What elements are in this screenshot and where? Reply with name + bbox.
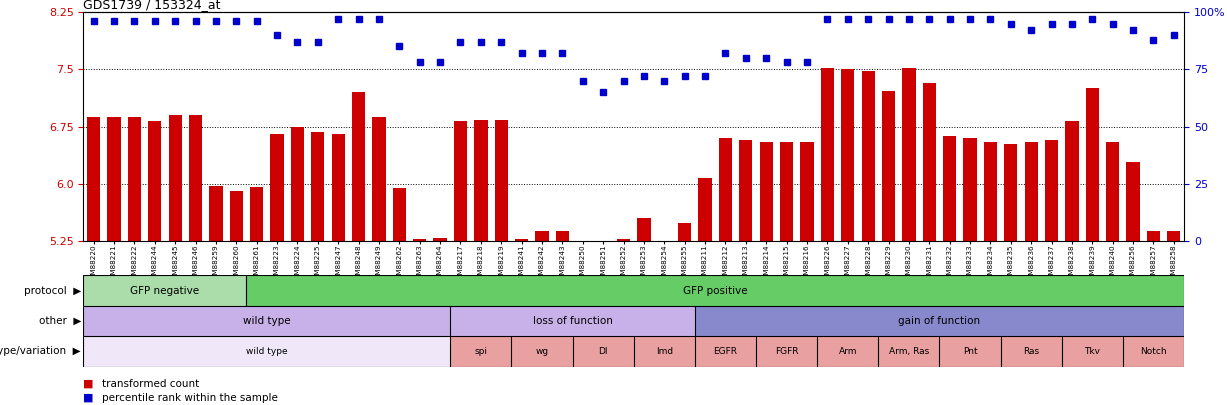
Text: other  ▶: other ▶	[38, 316, 81, 326]
Text: Dl: Dl	[599, 347, 607, 356]
Bar	[1045, 140, 1058, 241]
Bar	[247, 275, 1184, 306]
Bar	[1106, 142, 1119, 241]
Text: Pnt: Pnt	[963, 347, 978, 356]
Bar	[944, 136, 956, 241]
Bar	[817, 336, 879, 367]
Bar	[923, 83, 936, 241]
Bar	[861, 71, 875, 241]
Text: loss of function: loss of function	[533, 316, 612, 326]
Bar	[87, 117, 101, 241]
Bar	[229, 191, 243, 241]
Bar	[879, 336, 940, 367]
Bar	[270, 134, 283, 241]
Bar	[739, 140, 752, 241]
Text: wild type: wild type	[247, 347, 287, 356]
Bar	[821, 68, 834, 241]
Text: ■: ■	[83, 379, 94, 389]
Bar	[413, 239, 426, 241]
Text: genotype/variation  ▶: genotype/variation ▶	[0, 346, 81, 356]
Bar	[189, 115, 202, 241]
Text: Ras: Ras	[1023, 347, 1039, 356]
Bar	[515, 239, 529, 241]
Bar	[475, 120, 487, 241]
Bar	[882, 91, 896, 241]
Text: Arm: Arm	[838, 347, 856, 356]
Bar	[454, 121, 467, 241]
Text: GFP negative: GFP negative	[130, 286, 200, 296]
Bar	[250, 187, 264, 241]
Bar	[1001, 336, 1061, 367]
Text: spi: spi	[475, 347, 487, 356]
Bar	[780, 142, 793, 241]
Bar	[128, 117, 141, 241]
Bar	[372, 117, 385, 241]
Bar	[494, 120, 508, 241]
Text: Arm, Ras: Arm, Ras	[888, 347, 929, 356]
Bar	[1065, 121, 1079, 241]
Bar	[1147, 231, 1160, 241]
Bar	[433, 238, 447, 241]
Bar	[800, 142, 814, 241]
Text: gain of function: gain of function	[898, 316, 980, 326]
Bar	[450, 306, 694, 336]
Text: protocol  ▶: protocol ▶	[23, 286, 81, 296]
Text: EGFR: EGFR	[713, 347, 737, 356]
Bar	[393, 188, 406, 241]
Bar	[902, 68, 915, 241]
Bar	[756, 336, 817, 367]
Bar	[573, 336, 634, 367]
Text: Imd: Imd	[655, 347, 672, 356]
Bar	[1004, 144, 1017, 241]
Text: ■: ■	[83, 393, 94, 403]
Bar	[719, 138, 733, 241]
Bar	[1025, 142, 1038, 241]
Bar	[535, 231, 548, 241]
Bar	[577, 241, 589, 247]
Bar	[984, 142, 998, 241]
Bar	[698, 179, 712, 241]
Bar	[634, 336, 694, 367]
Bar	[168, 115, 182, 241]
Text: FGFR: FGFR	[775, 347, 799, 356]
Bar	[148, 121, 162, 241]
Bar	[596, 241, 610, 252]
Bar	[108, 117, 120, 241]
Bar	[83, 275, 247, 306]
Bar	[1167, 231, 1180, 241]
Bar	[637, 218, 650, 241]
Bar	[679, 224, 691, 241]
Text: wild type: wild type	[243, 316, 291, 326]
Bar	[450, 336, 512, 367]
Text: Notch: Notch	[1140, 347, 1167, 356]
Bar	[617, 239, 631, 241]
Bar	[312, 132, 324, 241]
Text: Tkv: Tkv	[1085, 347, 1101, 356]
Bar	[658, 241, 671, 246]
Bar	[83, 336, 450, 367]
Bar	[694, 336, 756, 367]
Bar	[352, 92, 366, 241]
Bar	[760, 142, 773, 241]
Bar	[694, 306, 1184, 336]
Bar	[556, 231, 569, 241]
Text: transformed count: transformed count	[102, 379, 199, 389]
Bar	[842, 69, 854, 241]
Bar	[331, 134, 345, 241]
Text: percentile rank within the sample: percentile rank within the sample	[102, 393, 277, 403]
Bar	[210, 186, 222, 241]
Bar	[83, 306, 450, 336]
Bar	[1086, 88, 1099, 241]
Text: wg: wg	[535, 347, 548, 356]
Bar	[1123, 336, 1184, 367]
Text: GDS1739 / 153324_at: GDS1739 / 153324_at	[83, 0, 221, 11]
Bar	[291, 126, 304, 241]
Bar	[1126, 162, 1140, 241]
Bar	[963, 138, 977, 241]
Text: GFP positive: GFP positive	[683, 286, 747, 296]
Bar	[940, 336, 1001, 367]
Bar	[1061, 336, 1123, 367]
Bar	[512, 336, 573, 367]
